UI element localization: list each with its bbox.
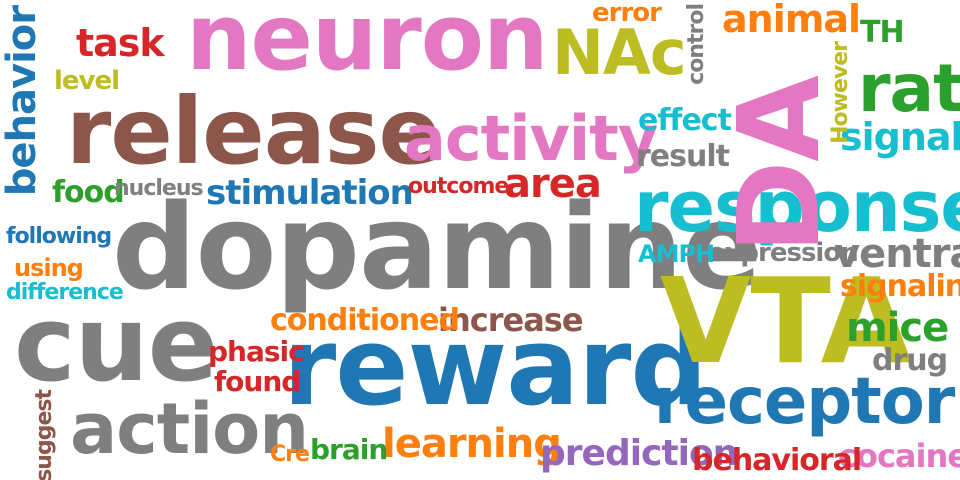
word-prediction: prediction: [540, 433, 738, 474]
word-neuron: neuron: [186, 0, 548, 91]
word-using: using: [14, 254, 84, 282]
word-brain: brain: [310, 433, 388, 466]
word-signaling: signaling: [840, 269, 960, 304]
word-food: food: [52, 175, 125, 210]
word-difference: difference: [6, 280, 124, 305]
word-signal: signal: [840, 115, 960, 159]
word-cue: cue: [14, 283, 218, 405]
word-dopamine: dopamine: [112, 178, 762, 316]
word-drug: drug: [872, 343, 948, 378]
word-DA: DA: [715, 76, 845, 254]
word-receptor: receptor: [654, 365, 955, 439]
word-action: action: [70, 388, 309, 470]
word-level: level: [54, 66, 120, 96]
word-outcome: outcome: [408, 174, 509, 199]
word-VTA: VTA: [660, 252, 912, 390]
word-However: However: [828, 42, 853, 144]
word-behavior: behavior: [0, 6, 45, 197]
word-rat: rat: [858, 50, 960, 127]
word-reward: reward: [283, 305, 708, 430]
word-control: control: [684, 4, 709, 85]
word-release: release: [66, 78, 441, 185]
word-stimulation: stimulation: [206, 173, 414, 213]
word-expression: expression: [708, 238, 859, 268]
word-Cre: Cre: [270, 442, 310, 467]
word-TH: TH: [860, 15, 905, 50]
word-learning: learning: [382, 421, 562, 467]
word-NAc: NAc: [552, 16, 687, 89]
word-response: response: [634, 166, 960, 248]
word-effect: effect: [638, 103, 732, 138]
word-nucleus: nucleus: [114, 176, 204, 201]
word-AMPH: AMPH: [638, 240, 715, 268]
word-found: found: [214, 365, 301, 398]
word-increase: increase: [438, 301, 584, 339]
word-following: following: [6, 224, 112, 249]
word-mice: mice: [846, 305, 949, 351]
word-conditioned: conditioned: [270, 303, 460, 338]
word-behavioral: behavioral: [692, 443, 862, 478]
word-phasic: phasic: [208, 335, 305, 368]
word-ventral: ventral: [834, 231, 960, 277]
word-error: error: [592, 0, 662, 28]
word-result: result: [636, 139, 730, 174]
word-area: area: [504, 161, 602, 207]
word-animal: animal: [722, 0, 861, 41]
word-activity: activity: [404, 102, 658, 175]
word-task: task: [76, 21, 165, 65]
word-suggest: suggest: [32, 390, 57, 480]
word-cocaine: cocaine: [838, 437, 960, 475]
